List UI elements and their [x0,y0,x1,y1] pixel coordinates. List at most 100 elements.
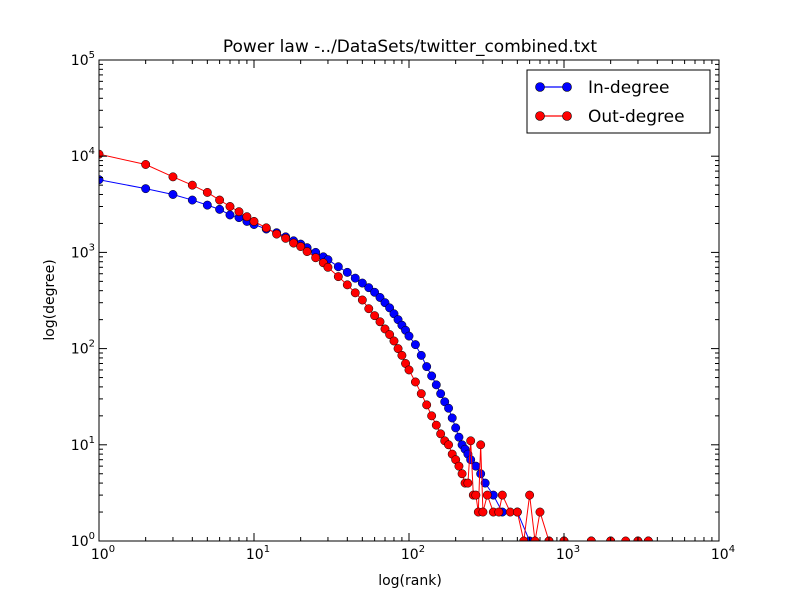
data-point-out-degree [444,440,454,450]
data-point-out-degree [202,187,212,197]
x-tick-label: 102 [401,544,425,563]
data-point-in-degree [342,267,352,277]
data-point-out-degree [141,160,151,169]
data-point-out-degree [350,288,360,298]
data-point-in-degree [427,371,437,381]
chart-title: Power law -../DataSets/twitter_combined.… [223,37,598,57]
data-point-in-degree [333,262,343,272]
data-point-out-degree [302,247,312,257]
data-point-out-degree [471,490,481,500]
data-point-out-degree [364,304,374,314]
data-point-in-degree [187,195,197,205]
data-point-in-degree [225,210,235,220]
data-point-out-degree [393,344,403,354]
data-point-in-degree [422,362,432,372]
data-point-out-degree [482,490,492,500]
data-point-in-degree [476,469,486,479]
data-point-out-degree [422,400,432,410]
data-point-out-degree [187,180,197,190]
data-point-in-degree [202,200,212,210]
data-point-out-degree [397,350,407,360]
data-point-in-degree [466,455,476,465]
data-point-out-degree [333,272,343,282]
legend-marker-out-degree [535,111,545,121]
data-point-out-degree [311,253,321,263]
data-point-in-degree [451,423,461,433]
data-point-out-degree [215,195,225,205]
data-point-out-degree [389,336,399,346]
data-point-out-degree [416,389,426,399]
data-point-out-degree [427,411,437,421]
data-point-in-degree [431,380,441,390]
data-point-out-degree [410,377,420,387]
data-point-in-degree [440,397,450,407]
x-axis-label: log(rank) [378,573,442,589]
data-point-out-degree [463,478,473,488]
data-point-out-degree [466,436,476,446]
data-point-in-degree [215,204,225,214]
legend: In-degree Out-degree [526,69,711,134]
data-point-out-degree [436,429,446,439]
data-point-in-degree [447,413,457,423]
data-point-out-degree [385,330,395,339]
data-point-in-degree [350,273,360,283]
data-point-out-degree [281,233,291,243]
legend-label-out-degree: Out-degree [588,107,685,127]
x-tick-label: 103 [556,544,580,563]
data-point-out-degree [357,295,367,305]
y-tick-label: 102 [71,339,95,358]
data-point-out-degree [370,311,380,321]
data-point-out-degree [342,280,352,290]
y-tick-label: 100 [71,531,95,550]
data-point-out-degree [525,490,535,500]
data-point-out-degree [497,490,507,500]
data-point-in-degree [471,461,481,471]
data-point-out-degree [535,507,545,517]
data-point-in-degree [364,283,374,293]
data-point-in-degree [357,278,367,288]
data-point-out-degree [375,317,385,327]
data-point-out-degree [242,212,252,222]
x-tick-label: 100 [91,544,115,563]
data-point-out-degree [272,229,282,239]
y-tick-label: 105 [71,50,95,69]
data-point-out-degree [478,507,488,517]
data-point-out-degree [494,507,504,517]
data-point-out-degree [289,238,299,248]
data-point-out-degree [225,202,235,211]
data-point-in-degree [436,389,446,399]
y-tick-label: 104 [71,146,95,165]
x-tick-label: 101 [246,544,270,563]
data-point-out-degree [454,461,464,471]
data-point-out-degree [431,420,441,430]
data-point-in-degree [444,403,454,413]
data-point-out-degree [457,469,467,479]
data-point-in-degree [370,287,380,297]
data-point-out-degree [261,223,271,233]
legend-marker-out-degree [562,111,572,121]
x-tick-label: 104 [711,544,735,563]
data-point-in-degree [141,184,151,194]
data-point-in-degree [480,478,490,488]
legend-marker-in-degree [562,82,572,92]
y-tick-label: 103 [71,242,95,261]
data-point-out-degree [323,262,333,272]
data-point-out-degree [234,207,244,217]
y-tick-label: 101 [71,435,95,454]
legend-frame [526,69,711,134]
data-point-out-degree [296,242,306,252]
data-point-out-degree [168,172,178,182]
y-axis-label: log(degree) [42,259,58,340]
tick-layer: 100 101 102 103 104 100 101 102 103 104 105 [71,50,735,563]
plot-area [99,149,653,541]
data-point-out-degree [249,216,259,226]
data-point-in-degree [168,190,178,199]
data-point-out-degree [404,365,414,375]
series-layer [99,149,653,541]
data-point-in-degree [416,350,426,360]
legend-label-in-degree: In-degree [588,78,670,98]
legend-marker-in-degree [535,82,545,92]
data-point-out-degree [476,440,486,450]
data-point-in-degree [404,331,414,341]
